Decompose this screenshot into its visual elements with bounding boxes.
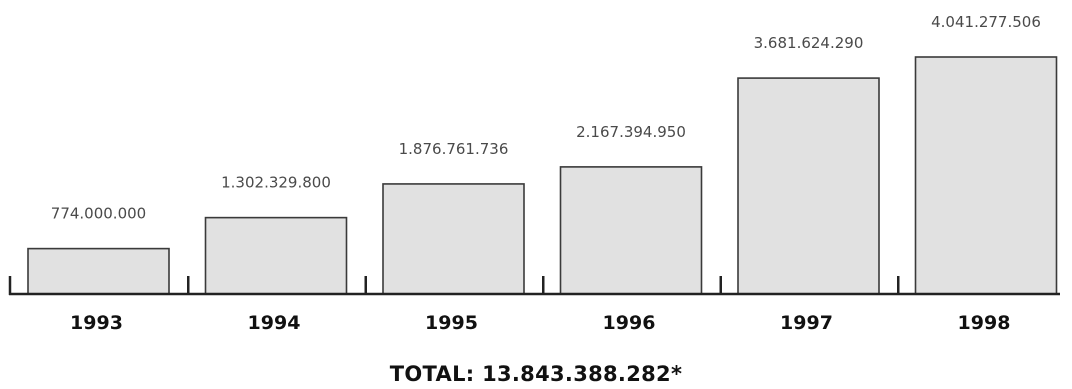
value-labels-group: 774.000.000 1.302.329.800 1.876.761.736 2.1… xyxy=(51,13,1041,223)
category-label-1994: 1994 xyxy=(248,312,301,334)
value-label-1998: 4.041.277.506 xyxy=(931,13,1041,31)
category-label-1997: 1997 xyxy=(780,312,833,334)
bar-1993 xyxy=(27,247,170,295)
bar-1994 xyxy=(204,216,348,295)
value-label-1995: 1.876.761.736 xyxy=(399,140,509,158)
bar-1998 xyxy=(914,56,1058,295)
value-label-1996: 2.167.394.950 xyxy=(576,123,686,141)
bar-1995 xyxy=(382,183,525,295)
bar-1997 xyxy=(737,77,880,295)
value-label-1993: 774.000.000 xyxy=(51,205,146,223)
bar-1996 xyxy=(559,166,703,295)
total-label: TOTAL: 13.843.388.282* xyxy=(389,362,683,386)
category-labels-group: 1993 1994 1995 1996 1997 1998 xyxy=(70,312,1010,334)
value-label-1994: 1.302.329.800 xyxy=(221,174,331,192)
category-label-1996: 1996 xyxy=(603,312,656,334)
x-axis-ticks xyxy=(8,276,900,295)
category-label-1995: 1995 xyxy=(425,312,478,334)
bars-group xyxy=(27,56,1058,295)
category-label-1998: 1998 xyxy=(958,312,1011,334)
value-label-1997: 3.681.624.290 xyxy=(754,34,864,52)
category-label-1993: 1993 xyxy=(70,312,123,334)
